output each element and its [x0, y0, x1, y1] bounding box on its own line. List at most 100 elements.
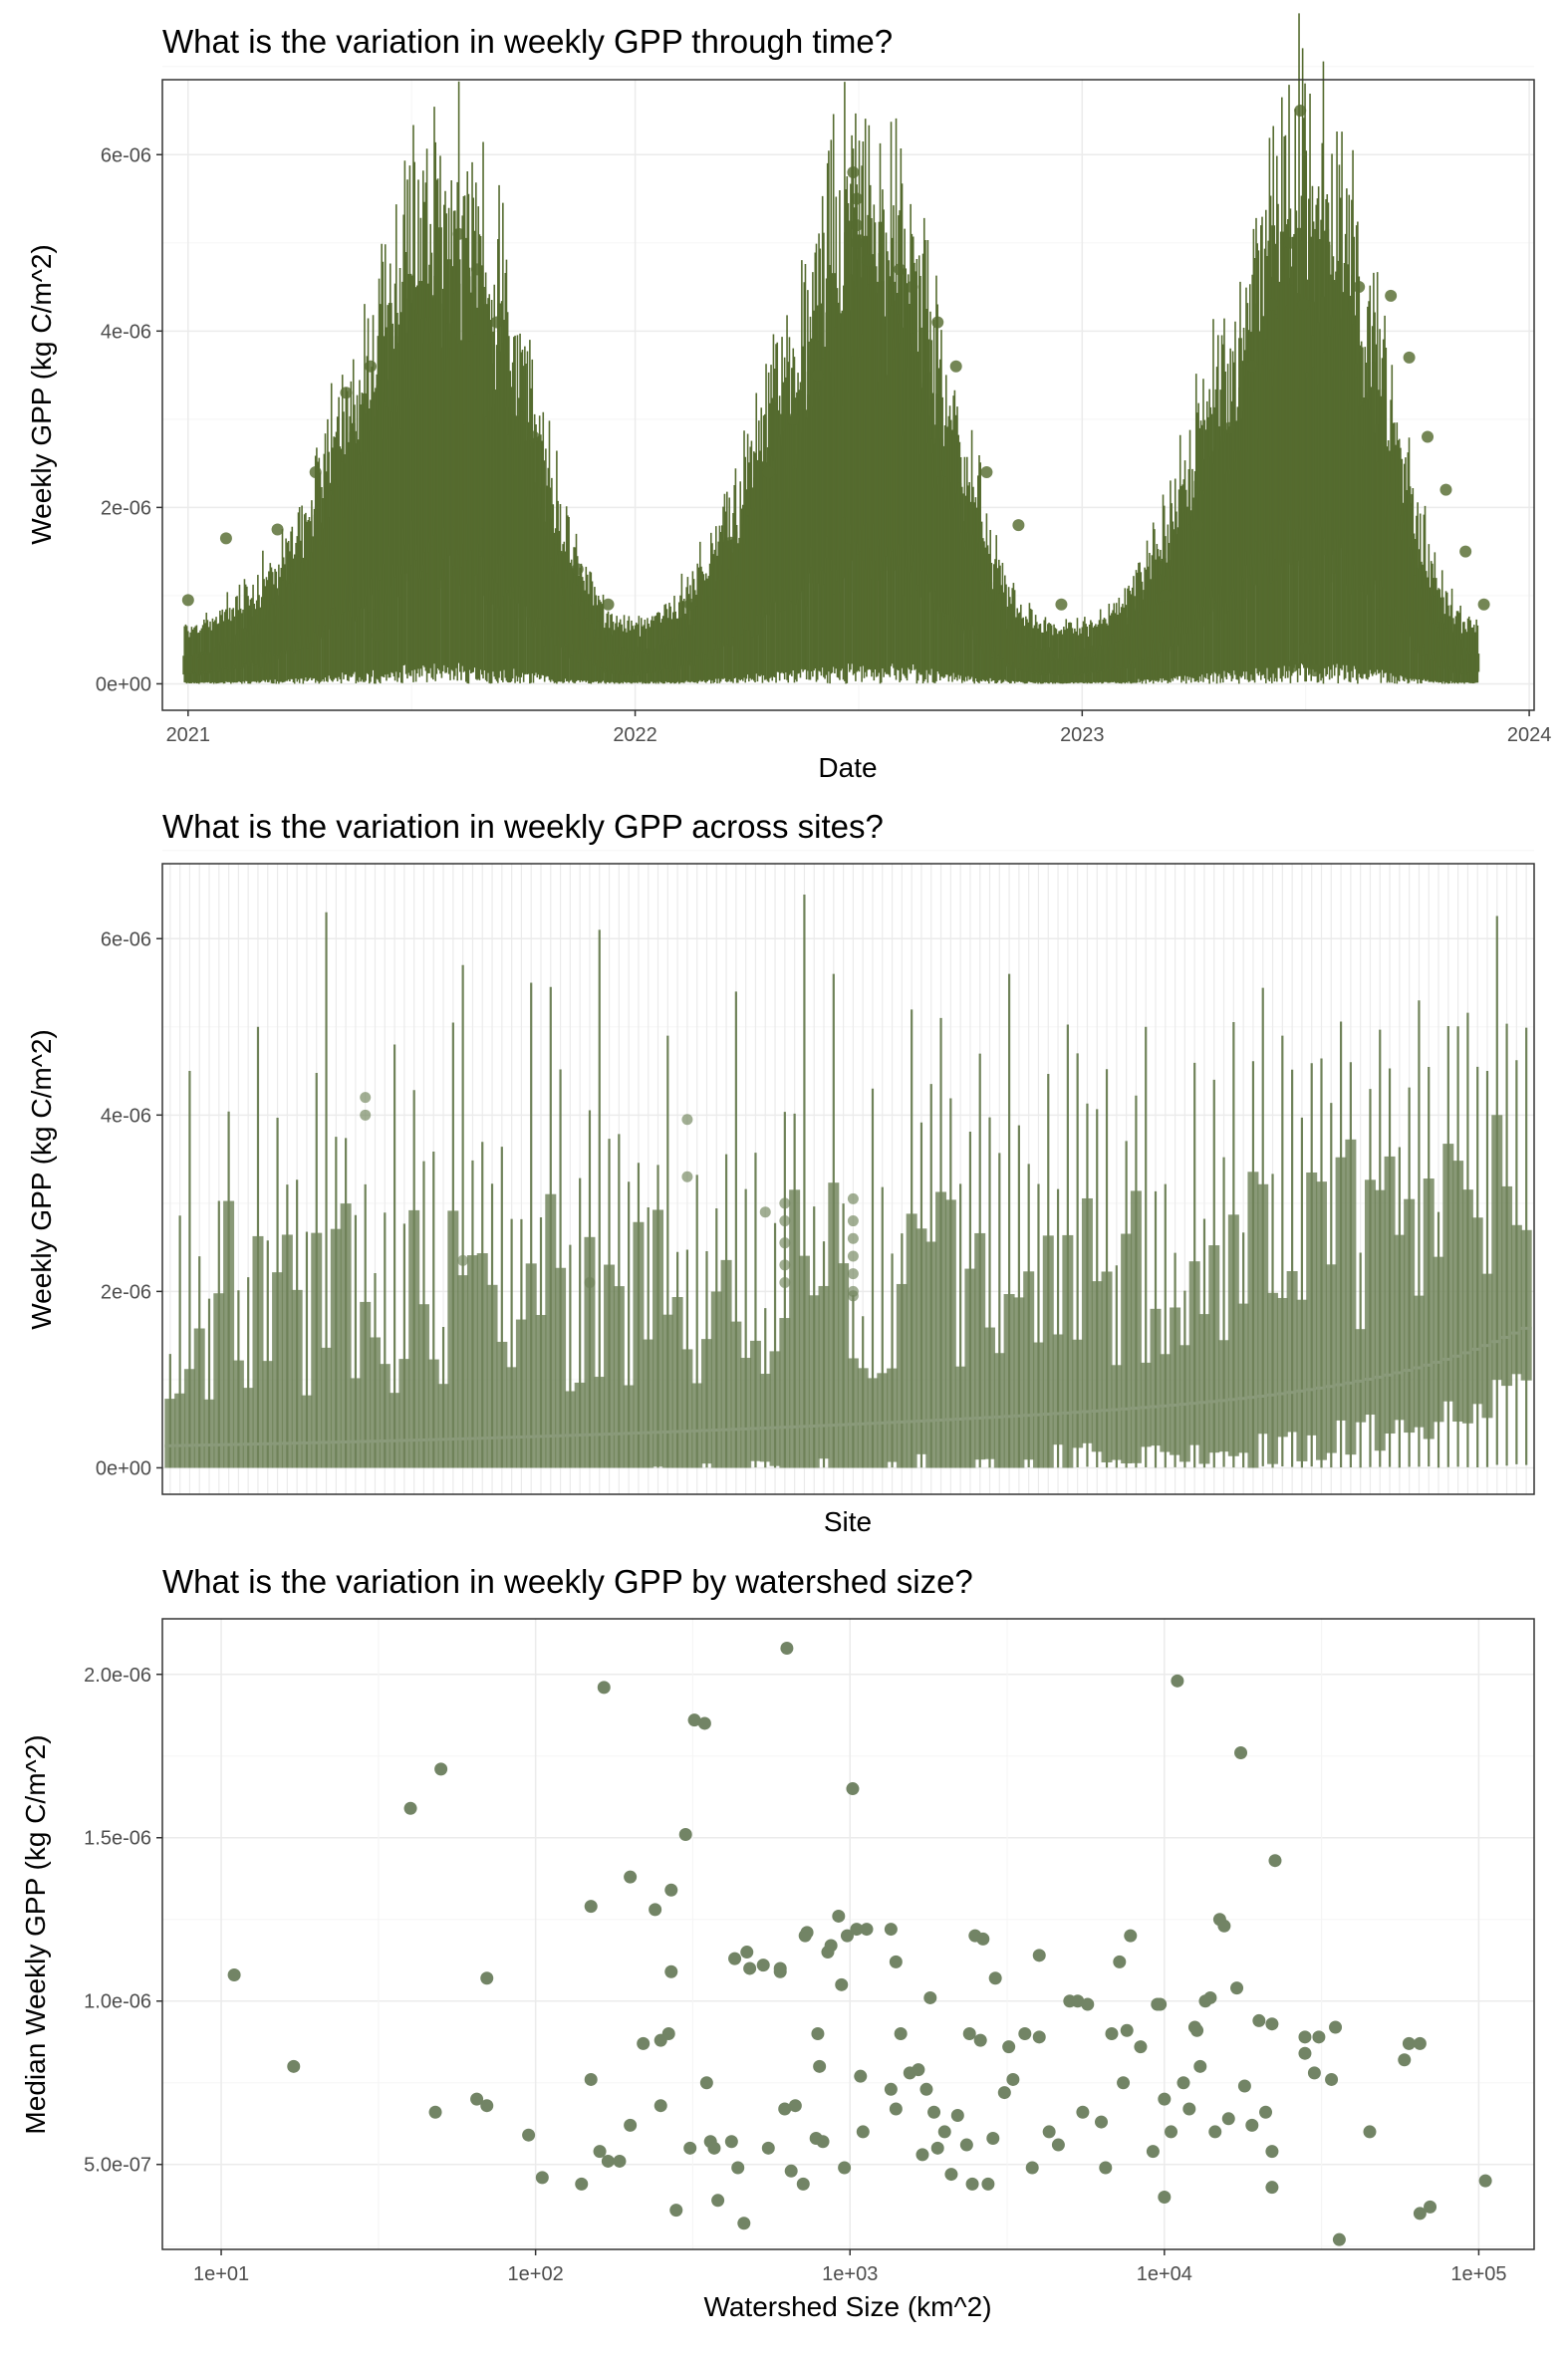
watershed-point	[824, 1939, 838, 1953]
watershed-point	[743, 1961, 757, 1975]
site-box	[1198, 1314, 1210, 1464]
site-outlier-point	[457, 1254, 469, 1266]
site-box	[1218, 1340, 1230, 1452]
time-outlier-point	[452, 227, 465, 240]
sites-chart-marks	[164, 894, 1532, 1468]
site-box	[1267, 1292, 1279, 1464]
watershed-point	[976, 1932, 990, 1946]
time-x-tick-label: 2023	[1060, 724, 1105, 746]
watershed-point	[927, 2105, 941, 2119]
site-box	[1355, 1329, 1367, 1423]
time-box	[1245, 330, 1250, 552]
time-x-tick-label: 2021	[166, 724, 211, 746]
time-box	[1148, 581, 1152, 646]
site-box	[974, 1232, 986, 1460]
site-box	[1208, 1245, 1220, 1453]
watershed-point	[1259, 2105, 1273, 2119]
watershed-y-tick-label: 1.5e-06	[84, 1828, 151, 1850]
time-box	[998, 593, 1002, 655]
watershed-point	[813, 2059, 827, 2073]
watershed-point	[796, 2177, 810, 2191]
watershed-point	[624, 2118, 638, 2132]
site-box	[242, 1388, 254, 1468]
watershed-point	[1325, 2072, 1339, 2086]
site-box	[301, 1395, 313, 1468]
time-chart-panel-border	[161, 79, 1535, 711]
watershed-point	[624, 1870, 638, 1884]
site-box	[1081, 1197, 1093, 1443]
watershed-point	[1298, 2030, 1312, 2044]
time-box	[363, 392, 367, 580]
site-box	[1413, 1295, 1425, 1428]
time-chart-title: What is the variation in weekly GPP thro…	[162, 23, 893, 60]
site-box	[1296, 1299, 1308, 1461]
watershed-point	[1193, 2059, 1207, 2073]
watershed-point	[1002, 2040, 1016, 2054]
site-box	[1501, 1185, 1513, 1387]
site-box	[1247, 1172, 1259, 1468]
site-box	[925, 1241, 937, 1468]
site-box	[769, 1351, 781, 1466]
site-box	[1345, 1139, 1357, 1455]
time-outlier-point	[787, 412, 800, 425]
watershed-point	[1076, 2105, 1090, 2119]
site-box	[291, 1289, 303, 1468]
watershed-point	[1081, 1997, 1095, 2011]
watershed-point	[1032, 1949, 1046, 1962]
site-box	[818, 1285, 830, 1459]
watershed-chart-title: What is the variation in weekly GPP by w…	[162, 1563, 973, 1600]
watershed-point	[761, 2141, 775, 2155]
site-box	[545, 1193, 557, 1468]
site-box	[828, 1182, 840, 1468]
time-chart-axes: 0e+00 2e-06 4e-06 6e-06 2021 2022 2023 2024	[96, 144, 1552, 746]
watershed-point	[1402, 2036, 1416, 2050]
time-box	[1416, 568, 1421, 639]
site-box	[1384, 1156, 1396, 1435]
watershed-point	[593, 2145, 607, 2159]
watershed-x-tick-label: 1e+02	[508, 2263, 564, 2285]
watershed-point	[889, 2102, 903, 2116]
time-x-tick-label: 2022	[613, 724, 657, 746]
watershed-point	[860, 1923, 874, 1937]
time-outlier-point	[309, 465, 322, 478]
site-outlier-point	[759, 1206, 771, 1218]
watershed-point	[1190, 2023, 1204, 2037]
watershed-point	[788, 2099, 802, 2113]
site-outlier-point	[360, 1109, 372, 1121]
site-box	[496, 1341, 508, 1468]
time-box	[435, 253, 440, 535]
time-outlier-point	[1159, 589, 1172, 602]
watershed-point	[889, 1955, 903, 1968]
time-box	[1475, 654, 1480, 672]
watershed-x-tick-label: 1e+01	[193, 2263, 249, 2285]
site-box	[1433, 1256, 1444, 1423]
watershed-point	[1117, 2076, 1131, 2090]
watershed-point	[1413, 2036, 1427, 2050]
time-box	[300, 562, 304, 636]
time-outlier-point	[571, 563, 584, 576]
time-box	[601, 630, 606, 663]
site-box	[1130, 1190, 1142, 1463]
site-box	[564, 1391, 576, 1468]
watershed-point	[1424, 2200, 1437, 2214]
site-outlier-point	[584, 1277, 596, 1289]
time-outlier-point	[271, 523, 284, 536]
site-box	[759, 1374, 771, 1462]
site-box	[1286, 1271, 1298, 1433]
time-chart-y-label: Weekly GPP (kg C/m^2)	[26, 244, 57, 545]
watershed-point	[915, 2148, 929, 2162]
time-chart-marks	[181, 13, 1490, 684]
watershed-point	[1182, 2102, 1196, 2116]
watershed-point	[840, 1929, 854, 1943]
site-box	[847, 1358, 859, 1468]
site-outlier-point	[779, 1215, 791, 1227]
site-box	[1276, 1297, 1288, 1438]
sites-chart: What is the variation in weekly GPP acro…	[26, 808, 1535, 1537]
watershed-point	[1124, 1929, 1138, 1943]
watershed-point	[973, 2033, 987, 2047]
site-box	[1062, 1234, 1074, 1468]
sites-chart-panel-border	[161, 863, 1535, 1495]
site-box	[408, 1209, 420, 1468]
watershed-chart-marks	[227, 1642, 1492, 2246]
site-box	[1237, 1303, 1249, 1453]
